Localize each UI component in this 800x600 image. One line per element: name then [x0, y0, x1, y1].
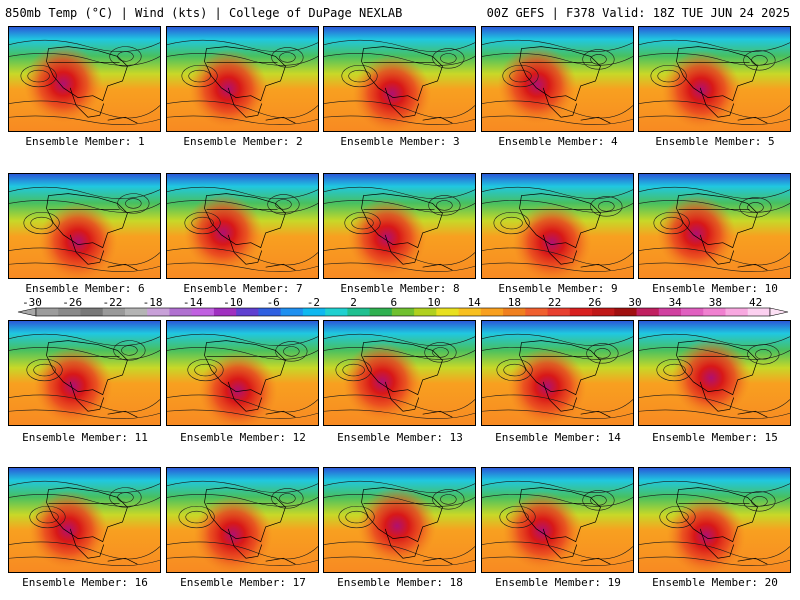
ensemble-member-map — [166, 320, 319, 426]
colorbar-segment — [124, 308, 148, 316]
ensemble-member-map — [481, 320, 634, 426]
colorbar-min-arrow — [17, 307, 37, 317]
colorbar-tick-label: -6 — [267, 296, 280, 309]
ensemble-member-map — [8, 173, 161, 279]
colorbar-tick-label: -30 — [22, 296, 42, 309]
ensemble-member-caption: Ensemble Member: 14 — [495, 431, 621, 444]
colorbar-segment — [347, 308, 371, 316]
run-info: 00Z GEFS | F378 Valid: 18Z TUE JUN 24 20… — [486, 6, 790, 20]
ensemble-member-map — [481, 26, 634, 132]
ensemble-member-map — [166, 173, 319, 279]
colorbar-segment — [213, 308, 237, 316]
ensemble-member-caption: Ensemble Member: 11 — [22, 431, 148, 444]
ensemble-member-map — [166, 467, 319, 573]
ensemble-member-map — [638, 467, 791, 573]
ensemble-member-caption: Ensemble Member: 7 — [183, 282, 303, 295]
colorbar-segment — [480, 308, 504, 316]
colorbar-segment — [369, 308, 393, 316]
ensemble-member-map — [8, 26, 161, 132]
colorbar-tick-label: -22 — [102, 296, 122, 309]
ensemble-member-caption: Ensemble Member: 18 — [337, 576, 463, 589]
ensemble-member-map — [166, 26, 319, 132]
ensemble-member-caption: Ensemble Member: 17 — [180, 576, 306, 589]
colorbar-tick-label: 2 — [350, 296, 357, 309]
colorbar-tick-label: -14 — [183, 296, 203, 309]
ensemble-member-caption: Ensemble Member: 13 — [337, 431, 463, 444]
ensemble-member-map — [323, 320, 476, 426]
colorbar-tick-label: 14 — [468, 296, 482, 309]
ensemble-member-caption: Ensemble Member: 4 — [498, 135, 618, 148]
colorbar-segment — [703, 308, 727, 316]
colorbar-tick-label: 38 — [709, 296, 722, 309]
ensemble-member-map — [481, 173, 634, 279]
ensemble-member-caption: Ensemble Member: 15 — [652, 431, 778, 444]
colorbar-segment — [436, 308, 460, 316]
ensemble-member-map — [323, 467, 476, 573]
colorbar-segment — [547, 308, 571, 316]
colorbar-tick-label: -10 — [223, 296, 243, 309]
colorbar-segment — [614, 308, 638, 316]
colorbar-tick-label: 18 — [508, 296, 521, 309]
ensemble-member-map — [638, 26, 791, 132]
ensemble-member-caption: Ensemble Member: 20 — [652, 576, 778, 589]
colorbar-segment — [569, 308, 593, 316]
colorbar-segment — [258, 308, 282, 316]
colorbar-tick-label: -18 — [143, 296, 163, 309]
ensemble-member-map — [323, 173, 476, 279]
ensemble-member-caption: Ensemble Member: 8 — [340, 282, 460, 295]
ensemble-member-caption: Ensemble Member: 6 — [25, 282, 145, 295]
colorbar-segment — [280, 308, 304, 316]
colorbar-tick-label: 22 — [548, 296, 561, 309]
ensemble-member-caption: Ensemble Member: 2 — [183, 135, 303, 148]
ensemble-member-map — [638, 320, 791, 426]
ensemble-member-map — [481, 467, 634, 573]
colorbar-segment — [503, 308, 526, 316]
colorbar-segment — [747, 308, 771, 316]
ensemble-member-map — [638, 173, 791, 279]
colorbar-segment — [592, 308, 615, 316]
colorbar-segment — [658, 308, 682, 316]
colorbar-segment — [725, 308, 749, 316]
ensemble-member-caption: Ensemble Member: 10 — [652, 282, 778, 295]
colorbar-segment — [102, 308, 126, 316]
colorbar-segment — [58, 308, 81, 316]
colorbar-segment — [636, 308, 660, 316]
colorbar-segment — [525, 308, 549, 316]
colorbar-segment — [391, 308, 415, 316]
colorbar-segment — [169, 308, 193, 316]
colorbar-tick-label: 34 — [669, 296, 683, 309]
colorbar-tick-label: 30 — [628, 296, 641, 309]
colorbar-segment — [191, 308, 215, 316]
ensemble-member-caption: Ensemble Member: 16 — [22, 576, 148, 589]
colorbar-segment — [414, 308, 437, 316]
ensemble-member-caption: Ensemble Member: 19 — [495, 576, 621, 589]
colorbar-segment — [147, 308, 170, 316]
colorbar-tick-label: 26 — [588, 296, 601, 309]
colorbar-tick-label: 42 — [749, 296, 762, 309]
ensemble-member-caption: Ensemble Member: 9 — [498, 282, 618, 295]
ensemble-member-caption: Ensemble Member: 12 — [180, 431, 306, 444]
colorbar-max-arrow — [769, 307, 789, 317]
ensemble-member-caption: Ensemble Member: 1 — [25, 135, 145, 148]
colorbar-tick-label: -2 — [307, 296, 320, 309]
ensemble-member-map — [323, 26, 476, 132]
colorbar-segment — [458, 308, 482, 316]
ensemble-member-caption: Ensemble Member: 5 — [655, 135, 775, 148]
colorbar-tick-label: -26 — [62, 296, 82, 309]
colorbar-segment — [325, 308, 348, 316]
ensemble-member-map — [8, 320, 161, 426]
colorbar-segment — [236, 308, 259, 316]
colorbar-segment — [302, 308, 326, 316]
ensemble-member-map — [8, 467, 161, 573]
ensemble-member-caption: Ensemble Member: 3 — [340, 135, 460, 148]
colorbar-segment — [36, 308, 59, 316]
chart-title: 850mb Temp (°C) | Wind (kts) | College o… — [5, 6, 403, 20]
temperature-colorbar: -30 -26 -22 -18 -14 -10 -6 -2 2 6 10 14 18 22 26 30 34 38… — [17, 296, 789, 317]
colorbar-segment — [681, 308, 704, 316]
colorbar-segment — [80, 308, 104, 316]
colorbar-tick-label: 10 — [427, 296, 440, 309]
colorbar-tick-label: 6 — [390, 296, 397, 309]
